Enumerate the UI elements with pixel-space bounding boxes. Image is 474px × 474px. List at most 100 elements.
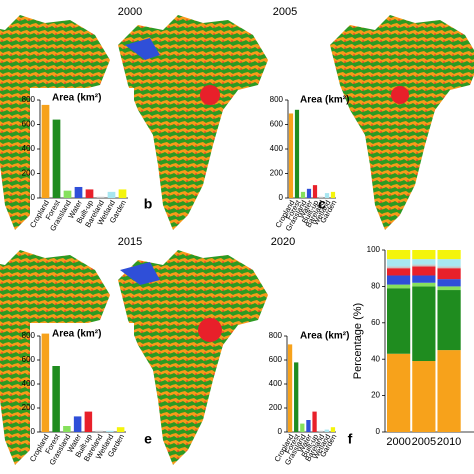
y-axis-title: Percentage (%) xyxy=(352,303,364,379)
y-tick-label: 200 xyxy=(270,169,284,178)
y-tick-label: 20 xyxy=(371,391,380,400)
bar xyxy=(330,427,336,432)
bar xyxy=(84,411,93,432)
bar xyxy=(41,333,50,432)
panel-title: 2000 xyxy=(118,6,142,18)
y-tick-label: 600 xyxy=(22,120,36,129)
bar xyxy=(63,426,71,432)
urban-area xyxy=(200,85,220,105)
bar xyxy=(118,189,127,198)
bar xyxy=(318,196,324,198)
bar-segment xyxy=(412,286,436,362)
y-tick-label: 0 xyxy=(279,193,284,202)
bar xyxy=(324,193,330,198)
y-tick-label: 600 xyxy=(269,355,283,364)
bar-segment xyxy=(387,284,411,289)
y-tick-label: 0 xyxy=(376,427,381,436)
bar-segment xyxy=(412,264,436,267)
y-tick-label: 800 xyxy=(270,95,284,104)
y-tick-label: 80 xyxy=(371,282,380,291)
bar-segment xyxy=(437,266,461,269)
bar-segment xyxy=(412,266,436,276)
bar xyxy=(312,185,318,198)
inset-title: Area (km²) xyxy=(300,331,349,342)
bar xyxy=(294,109,300,198)
inset-title: Area (km²) xyxy=(52,329,101,340)
bar xyxy=(107,191,116,198)
map xyxy=(330,15,474,230)
bar-segment xyxy=(412,282,436,287)
bar xyxy=(106,430,114,432)
bar xyxy=(85,189,94,198)
bar-segment xyxy=(387,288,411,354)
urban-area xyxy=(391,86,409,104)
panel-label: c xyxy=(318,196,326,212)
y-tick-label: 0 xyxy=(31,427,36,436)
urban-area xyxy=(198,318,222,342)
y-tick-label: 600 xyxy=(270,120,284,129)
bar xyxy=(306,420,311,432)
panel-title: 2005 xyxy=(273,6,297,18)
bar-segment xyxy=(387,259,411,267)
bar xyxy=(73,416,82,432)
y-tick-label: 0 xyxy=(31,193,36,202)
bar xyxy=(300,423,305,432)
bar xyxy=(287,344,293,432)
bar-segment xyxy=(437,350,461,432)
y-tick-label: 400 xyxy=(270,144,284,153)
y-tick-label: 40 xyxy=(371,354,380,363)
bar xyxy=(294,362,299,432)
inset-bg xyxy=(266,323,340,470)
bar xyxy=(74,186,83,198)
y-tick-label: 200 xyxy=(22,169,36,178)
bar-segment xyxy=(412,250,436,260)
bar-segment xyxy=(387,250,411,260)
bar xyxy=(318,430,323,432)
bar-segment xyxy=(412,361,436,432)
bar-segment xyxy=(437,268,461,280)
bar xyxy=(306,188,312,198)
y-tick-label: 400 xyxy=(22,379,36,388)
x-tick-label: 2010 xyxy=(437,436,461,448)
bar-segment xyxy=(387,268,411,276)
y-tick-label: 400 xyxy=(269,379,283,388)
y-tick-label: 60 xyxy=(371,318,380,327)
inset-title: Area (km²) xyxy=(52,93,101,104)
bar xyxy=(95,430,103,432)
bar-segment xyxy=(437,290,461,351)
inset-bg xyxy=(268,88,340,233)
bar xyxy=(96,196,105,198)
y-tick-label: 400 xyxy=(22,144,36,153)
bar xyxy=(41,104,50,198)
bar xyxy=(324,429,329,432)
inset-title: Area (km²) xyxy=(300,95,349,106)
bar xyxy=(52,366,60,432)
y-tick-label: 600 xyxy=(22,355,36,364)
bar xyxy=(52,119,61,198)
panel-label: b xyxy=(144,196,153,212)
y-tick-label: 200 xyxy=(22,403,36,412)
bar-segment xyxy=(437,259,461,267)
water-body xyxy=(125,38,160,60)
y-tick-label: 100 xyxy=(367,245,381,254)
panel-label: e xyxy=(144,431,152,447)
panel-label: f xyxy=(348,431,353,447)
bar xyxy=(63,190,72,198)
y-tick-label: 0 xyxy=(278,427,283,436)
bar-segment xyxy=(437,279,461,287)
bar-segment xyxy=(437,250,461,260)
bar-segment xyxy=(412,259,436,265)
y-tick-label: 800 xyxy=(269,331,283,340)
bar xyxy=(330,191,336,198)
bar xyxy=(116,427,125,432)
y-tick-label: 200 xyxy=(269,403,283,412)
bar-segment xyxy=(387,266,411,269)
bar-segment xyxy=(412,275,436,283)
x-tick-label: 2000 xyxy=(386,436,410,448)
x-tick-label: 2005 xyxy=(412,436,436,448)
y-tick-label: 800 xyxy=(22,95,36,104)
bar xyxy=(288,113,294,198)
bar-segment xyxy=(387,353,411,432)
panel-title: 2020 xyxy=(271,236,295,248)
